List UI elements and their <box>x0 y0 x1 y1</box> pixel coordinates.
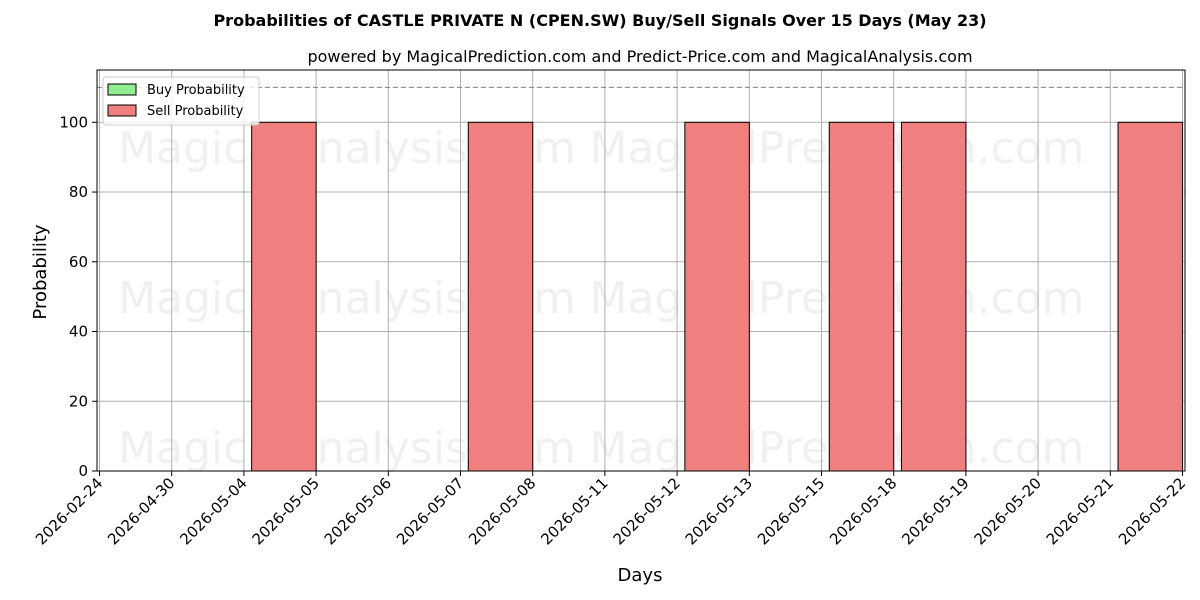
x-tick-label: 2026-05-13 <box>682 474 756 548</box>
x-axis-label: Days <box>618 565 663 586</box>
sell-probability-bar <box>684 121 750 472</box>
sell-probability-bar <box>251 121 317 472</box>
sell-probability-bar <box>828 121 895 472</box>
legend-box <box>102 76 260 126</box>
x-tick-label: 2026-04-30 <box>104 474 178 548</box>
chart-title: Probabilities of CASTLE PRIVATE N (CPEN.… <box>213 11 986 30</box>
x-tick-label: 2026-05-08 <box>465 474 539 548</box>
x-tick-label: 2026-05-19 <box>898 474 972 548</box>
y-tick-label: 40 <box>69 323 88 341</box>
x-tick-label: 2026-05-15 <box>754 474 828 548</box>
x-tick-label: 2026-05-04 <box>176 474 250 548</box>
plot-frame <box>96 69 1186 472</box>
x-tick-label: 2026-05-22 <box>1115 474 1189 548</box>
y-axis-label: Probability <box>30 224 51 319</box>
x-tick-label: 2026-05-11 <box>537 474 611 548</box>
sell-probability-bar <box>900 121 967 472</box>
y-tick-label: 100 <box>59 113 88 131</box>
x-tick-label: 2026-05-12 <box>610 474 684 548</box>
x-tick-label: 2026-05-05 <box>249 474 323 548</box>
x-tick-label: 2026-05-06 <box>321 474 395 548</box>
sell-probability-bar <box>1117 121 1184 472</box>
legend-label: Buy Probability <box>147 83 245 98</box>
y-tick-label: 0 <box>78 462 88 480</box>
x-tick-label: 2026-05-20 <box>971 474 1045 548</box>
y-tick-label: 80 <box>69 183 88 201</box>
x-tick-label: 2026-05-18 <box>826 474 900 548</box>
y-tick-label: 60 <box>69 253 88 271</box>
x-tick-label: 2026-02-24 <box>32 474 106 548</box>
x-tick-label: 2026-05-21 <box>1043 474 1117 548</box>
legend-label: Sell Probability <box>147 104 244 119</box>
chart-subtitle: powered by MagicalPrediction.com and Pre… <box>307 47 972 66</box>
sell-probability-bar <box>467 121 534 472</box>
legend-swatch <box>107 104 137 117</box>
legend-swatch <box>107 83 137 96</box>
legend: Buy Probability Sell Probability <box>102 76 260 126</box>
x-tick-label: 2026-05-07 <box>393 474 467 548</box>
y-tick-label: 20 <box>69 392 88 410</box>
